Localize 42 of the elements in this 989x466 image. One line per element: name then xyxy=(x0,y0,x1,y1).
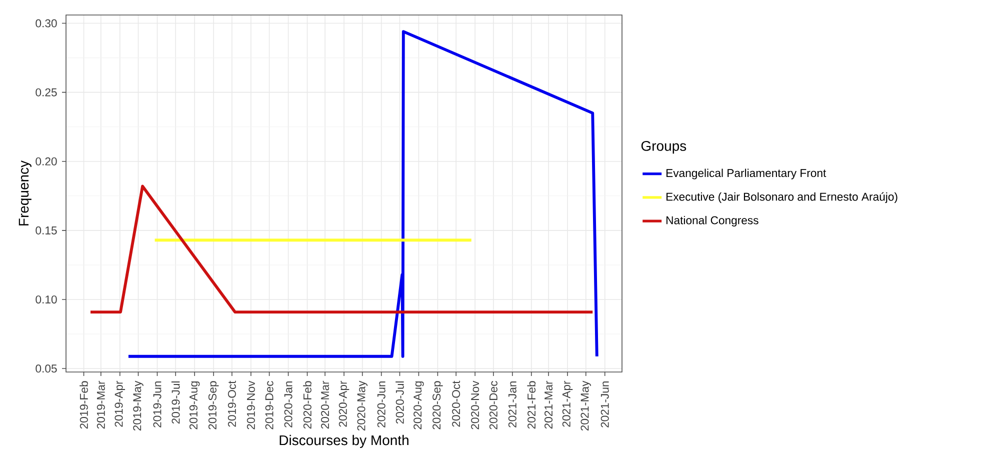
legend-label: National Congress xyxy=(666,216,758,227)
x-axis-title: Discourses by Month xyxy=(280,434,408,448)
x-tick-label: 2021-Feb xyxy=(527,381,536,429)
x-tick-label: 2019-Nov xyxy=(246,380,255,430)
legend-label: Executive (Jair Bolsonaro and Ernesto Araújo) xyxy=(666,192,898,203)
x-tick-label: 2021-Jun xyxy=(600,381,609,428)
x-tick-label: 2020-Jan xyxy=(284,381,292,428)
y-tick-label: 0.25 xyxy=(36,88,57,96)
y-tick-label: 0.10 xyxy=(36,295,57,304)
y-tick-label: 0.30 xyxy=(36,19,57,28)
y-tick-label: 0.05 xyxy=(36,364,57,373)
x-tick-label: 2019-Aug xyxy=(189,381,200,430)
x-tick-label: 2019-Oct xyxy=(228,380,236,427)
y-tick-label: 0.15 xyxy=(36,226,57,234)
x-tick-label: 2020-Feb xyxy=(303,381,312,429)
x-tick-label: 2019-Dec xyxy=(265,381,274,430)
x-tick-label: 2020-Aug xyxy=(414,381,424,430)
legend-title: Groups xyxy=(641,140,686,154)
x-tick-label: 2021-Jan xyxy=(508,381,516,428)
y-tick-label: 0.20 xyxy=(36,157,57,166)
x-tick-label: 2020-May xyxy=(357,380,368,431)
x-tick-label: 2020-Jun xyxy=(377,381,386,428)
x-tick-label: 2020-Apr xyxy=(338,380,350,427)
x-tick-label: 2020-Mar xyxy=(321,380,330,429)
x-tick-label: 2021-May xyxy=(580,380,591,431)
x-tick-label: 2020-Sep xyxy=(432,381,443,430)
x-tick-label: 2019-Feb xyxy=(80,381,88,429)
x-tick-label: 2019-Jun xyxy=(153,381,162,428)
x-tick-label: 2020-Jul xyxy=(396,381,404,424)
x-tick-label: 2020-Nov xyxy=(471,380,480,430)
x-tick-label: 2019-Sep xyxy=(208,381,219,430)
x-tick-label: 2019-Mar xyxy=(96,380,105,429)
x-tick-label: 2019-Jul xyxy=(171,381,180,424)
x-tick-label: 2020-Dec xyxy=(489,381,498,430)
x-tick-label: 2020-Oct xyxy=(452,380,460,427)
x-tick-label: 2021-Apr xyxy=(562,380,573,427)
x-tick-label: 2019-Apr xyxy=(114,380,126,427)
legend-label: Evangelical Parliamentary Front xyxy=(666,168,826,180)
y-axis-title: Frequency xyxy=(18,160,32,226)
x-tick-label: 2021-Mar xyxy=(544,380,553,429)
x-tick-label: 2019-May xyxy=(133,380,144,431)
line-series xyxy=(126,30,598,358)
